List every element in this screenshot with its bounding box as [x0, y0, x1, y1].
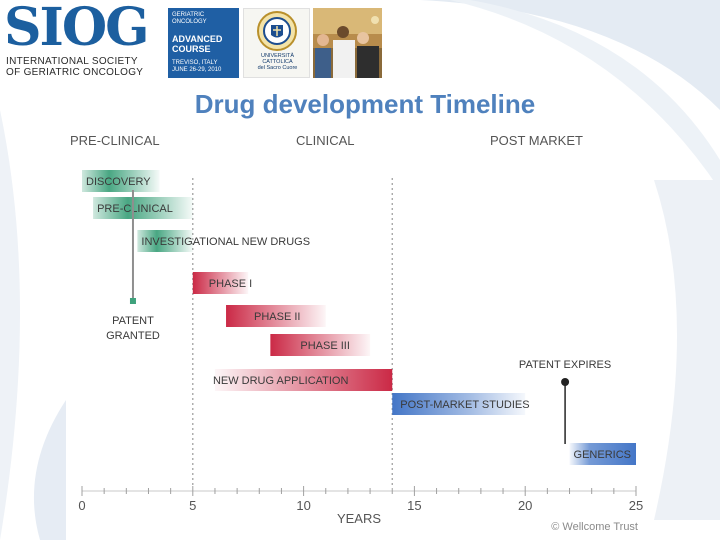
bar-label-post-market-studies: POST-MARKET STUDIES — [400, 399, 529, 411]
patent-granted-marker-dot — [129, 298, 136, 304]
course-line-3: ADVANCED — [172, 34, 223, 44]
conference-photo — [313, 8, 382, 78]
bar-label-phase-iii: PHASE III — [300, 340, 350, 352]
university-line-1: UNIVERSITÀ — [260, 53, 294, 59]
timeline-bar-phase-ii — [226, 305, 326, 327]
bar-label-phase-i: PHASE I — [209, 278, 252, 290]
x-axis-title: YEARS — [337, 511, 381, 526]
university-seal-icon — [257, 11, 297, 51]
course-dates: JUNE 26-29, 2010 — [172, 67, 222, 73]
patent-expires-label: PATENT EXPIRES — [519, 359, 611, 371]
chart-panel: PRE-CLINICAL CLINICAL POST MARKET 0 5 10 15 20 2… — [66, 120, 654, 540]
bar-label-investigational-new-drugs: INVESTIGATIONAL NEW DRUGS — [141, 236, 310, 248]
timeline-bar-phase-iii — [270, 334, 371, 356]
timeline-bar-new-drug-application — [214, 369, 393, 391]
timeline-bar-phase-i — [192, 272, 249, 294]
siog-wordmark: SIOG — [4, 0, 150, 58]
society-line-1: INTERNATIONAL SOCIETY — [6, 56, 138, 67]
bar-label-generics: GENERICS — [574, 449, 631, 461]
slide-title: Drug development Timeline — [194, 89, 536, 119]
drug-development-timeline-chart: PRE-CLINICAL CLINICAL POST MARKET 0 5 10 15 20 2… — [66, 120, 654, 540]
society-line-2: OF GERIATRIC ONCOLOGY — [6, 67, 144, 78]
x-tick-label-5: 5 — [189, 498, 196, 513]
timeline-bar-pre-clinical — [93, 197, 193, 219]
section-header-pre-clinical: PRE-CLINICAL — [70, 133, 160, 148]
chart-background — [66, 120, 654, 540]
x-tick-label-0: 0 — [78, 498, 85, 513]
society-name: INTERNATIONAL SOCIETY OF GERIATRIC ONCOL… — [6, 56, 166, 78]
patent-granted-label-line-2: GRANTED — [106, 330, 160, 342]
bar-label-phase-ii: PHASE II — [254, 311, 300, 323]
x-tick-label-25: 25 — [629, 498, 643, 513]
timeline-bar-discovery — [82, 170, 160, 192]
bar-label-pre-clinical: PRE-CLINICAL — [97, 203, 173, 215]
section-header-clinical: CLINICAL — [296, 133, 355, 148]
patent-expires-marker-dot — [561, 378, 570, 386]
audience-photo-image — [313, 8, 382, 78]
section-header-post-market: POST MARKET — [490, 133, 583, 148]
header: SIOG INTERNATIONAL SOCIETY OF GERIATRIC … — [0, 0, 720, 82]
university-line-3: del Sacro Cuore — [257, 65, 298, 71]
course-line-2: ONCOLOGY — [172, 19, 207, 25]
x-tick-label-20: 20 — [518, 498, 532, 513]
x-tick-label-10: 10 — [296, 498, 310, 513]
x-tick-label-15: 15 — [407, 498, 421, 513]
timeline-bar-investigational-new-drugs — [137, 230, 193, 252]
bar-label-new-drug-application: NEW DRUG APPLICATION — [213, 375, 349, 387]
university-name: UNIVERSITÀ CATTOLICA del Sacro Cuore — [250, 53, 305, 71]
university-logo: UNIVERSITÀ CATTOLICA del Sacro Cuore — [243, 8, 310, 78]
course-line-1: GERIATRIC — [172, 12, 205, 18]
course-line-4: COURSE — [172, 44, 211, 54]
patent-granted-label-line-1: PATENT — [112, 315, 154, 327]
siog-logo: SIOG INTERNATIONAL SOCIETY OF GERIATRIC … — [2, 0, 166, 80]
chart-credit: © Wellcome Trust — [551, 521, 638, 533]
bar-label-discovery: DISCOVERY — [86, 176, 151, 188]
timeline-bar-generics — [569, 443, 636, 465]
university-line-2: CATTOLICA — [262, 59, 293, 65]
timeline-bar-post-market-studies — [392, 393, 526, 415]
course-location: TREVISO, ITALY — [172, 60, 218, 66]
course-banner: GERIATRIC ONCOLOGY ADVANCED COURSE TREVI… — [168, 8, 239, 78]
